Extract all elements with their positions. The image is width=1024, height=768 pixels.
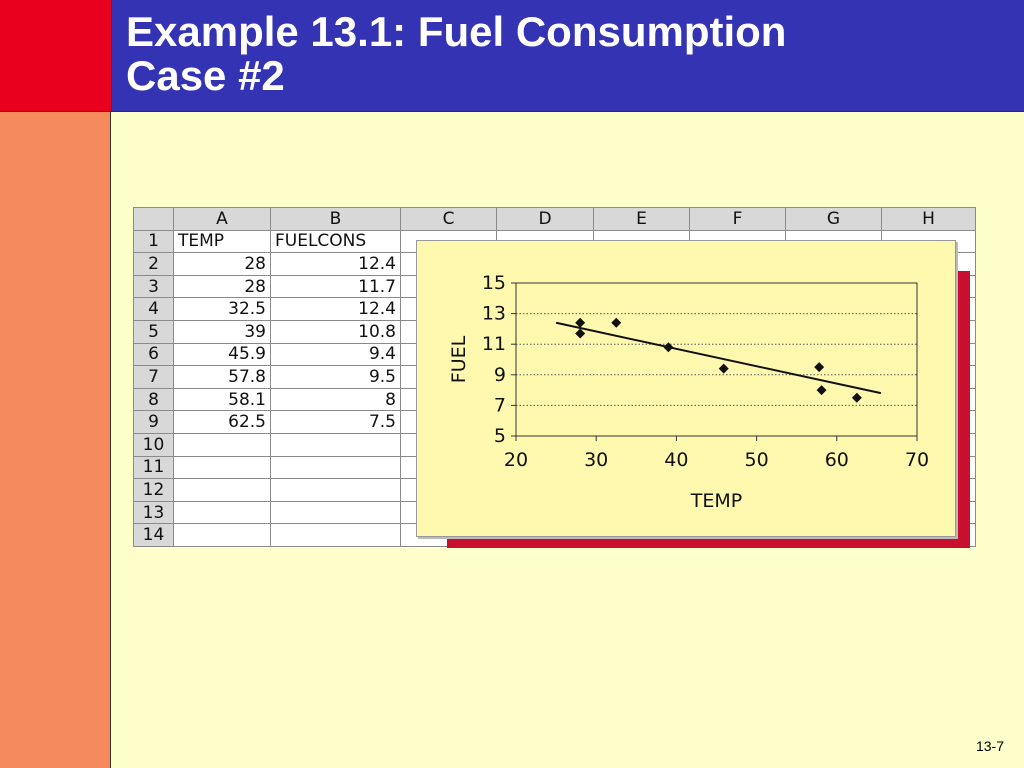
- row-header[interactable]: 11: [133, 455, 174, 480]
- y-tick-label: 5: [494, 425, 506, 447]
- cell-b[interactable]: [270, 500, 401, 525]
- x-tick-label: 30: [584, 449, 608, 471]
- cell-b[interactable]: 12.4: [270, 252, 401, 276]
- y-axis-label: FUEL: [448, 335, 470, 383]
- row-header[interactable]: 1: [133, 229, 174, 254]
- data-point: [575, 317, 586, 328]
- cell-a[interactable]: 62.5: [173, 410, 271, 434]
- trendline: [555, 321, 882, 395]
- data-point: [718, 363, 729, 374]
- cell-a[interactable]: 58.1: [173, 387, 271, 412]
- cell-b[interactable]: 12.4: [270, 297, 401, 321]
- cell-a[interactable]: [173, 478, 271, 502]
- row-header[interactable]: 8: [133, 387, 174, 412]
- column-header-b[interactable]: B: [270, 207, 401, 231]
- row-header[interactable]: 7: [133, 365, 174, 389]
- cell-a[interactable]: 28: [173, 252, 271, 276]
- scatter-chart: 20 30 40 50 60 70 5 7 9 11 13 15 TEMP FUEL: [448, 272, 929, 512]
- row-header[interactable]: 9: [133, 410, 174, 434]
- cell-a[interactable]: 28: [173, 274, 271, 299]
- row-header[interactable]: 12: [133, 478, 174, 502]
- column-header-f[interactable]: F: [689, 207, 786, 231]
- data-point: [814, 362, 825, 373]
- cell-a[interactable]: [173, 523, 271, 547]
- slide-title: Example 13.1: Fuel Consumption Case #2: [126, 10, 786, 98]
- plot-frame: [515, 282, 918, 437]
- y-tick-label: 13: [482, 303, 506, 325]
- cell-b[interactable]: 10.8: [270, 319, 401, 344]
- cell-a[interactable]: 57.8: [173, 365, 271, 389]
- title-bar: [112, 0, 1024, 112]
- column-header-g[interactable]: G: [785, 207, 882, 231]
- y-tick-label: 15: [482, 272, 506, 294]
- data-point: [575, 328, 586, 339]
- cell-a[interactable]: [173, 500, 271, 525]
- x-tick-label: 40: [664, 449, 688, 471]
- cell-a[interactable]: 45.9: [173, 342, 271, 367]
- data-point: [851, 392, 862, 403]
- cell-a[interactable]: 39: [173, 319, 271, 344]
- column-header-h[interactable]: H: [881, 207, 976, 231]
- cell-b[interactable]: [270, 523, 401, 547]
- cell-b[interactable]: [270, 432, 401, 457]
- y-tick-label: 11: [482, 333, 506, 355]
- x-axis-label: TEMP: [690, 490, 742, 512]
- column-header-e[interactable]: E: [593, 207, 690, 231]
- column-header-row: A B C D E F G H: [133, 207, 976, 231]
- column-header-d[interactable]: D: [496, 207, 594, 231]
- cell-a[interactable]: 32.5: [173, 297, 271, 321]
- cell-b[interactable]: [270, 478, 401, 502]
- cell-a[interactable]: [173, 455, 271, 480]
- cell-b[interactable]: 8: [270, 387, 401, 412]
- left-accent-bar: [0, 0, 111, 768]
- row-header[interactable]: 4: [133, 297, 174, 321]
- row-header[interactable]: 14: [133, 523, 174, 547]
- slide-title-line-2: Case #2: [126, 52, 285, 99]
- data-point: [663, 342, 674, 353]
- row-header[interactable]: 6: [133, 342, 174, 367]
- row-header[interactable]: 5: [133, 319, 174, 344]
- cell-a[interactable]: [173, 432, 271, 457]
- chart-panel[interactable]: 20 30 40 50 60 70 5 7 9 11 13 15 TEMP FUEL: [416, 240, 956, 537]
- data-point: [816, 385, 827, 396]
- corner-accent-block: [0, 0, 112, 112]
- data-point: [611, 317, 622, 328]
- x-tick-label: 20: [504, 449, 528, 471]
- y-tick-label: 7: [494, 394, 506, 416]
- cell-a[interactable]: TEMP: [173, 229, 271, 254]
- cell-b[interactable]: 9.5: [270, 365, 401, 389]
- column-header-c[interactable]: C: [400, 207, 497, 231]
- cell-b[interactable]: 11.7: [270, 274, 401, 299]
- row-header[interactable]: 10: [133, 432, 174, 457]
- slide-title-line-1: Example 13.1: Fuel Consumption: [126, 8, 787, 55]
- row-header[interactable]: 2: [133, 252, 174, 276]
- x-tick-label: 70: [905, 449, 929, 471]
- x-tick-label: 60: [825, 449, 849, 471]
- x-tick-label: 50: [745, 449, 769, 471]
- cell-b[interactable]: FUELCONS: [270, 229, 401, 254]
- cell-b[interactable]: 7.5: [270, 410, 401, 434]
- page-number: 13-7: [975, 738, 1004, 754]
- cell-b[interactable]: 9.4: [270, 342, 401, 367]
- column-header-a[interactable]: A: [173, 207, 271, 231]
- row-header[interactable]: 3: [133, 274, 174, 299]
- row-header[interactable]: 13: [133, 500, 174, 525]
- plot-area: [516, 283, 917, 436]
- y-tick-label: 9: [494, 364, 506, 386]
- cell-b[interactable]: [270, 455, 401, 480]
- corner-cell[interactable]: [133, 207, 174, 231]
